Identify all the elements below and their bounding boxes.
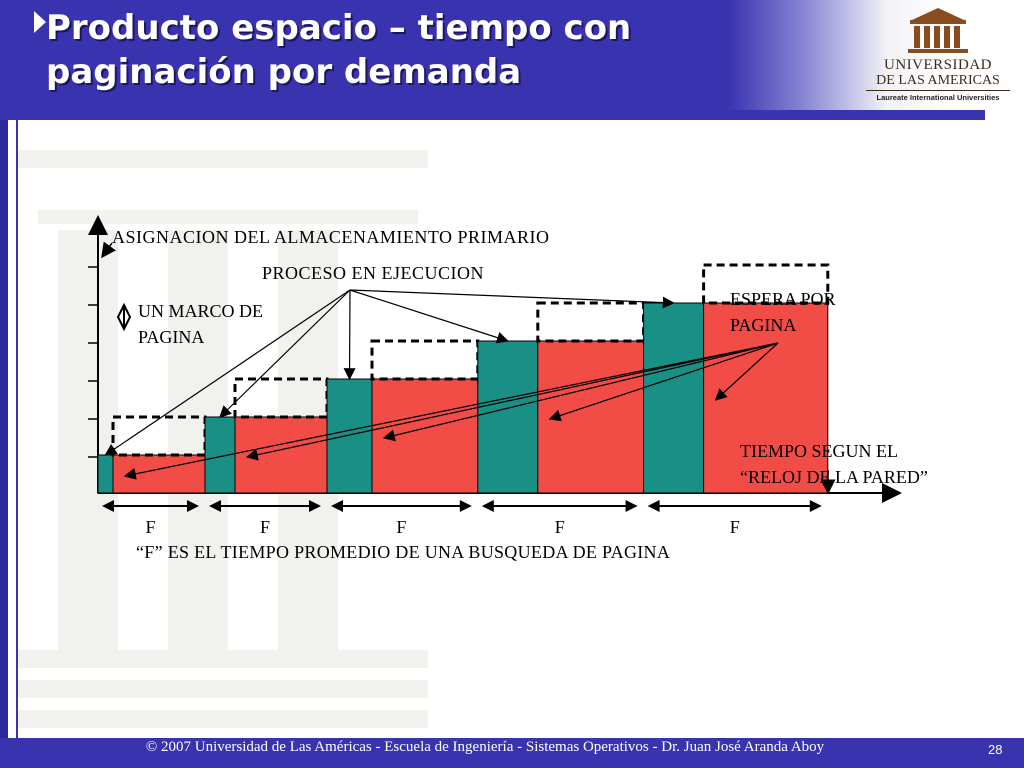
title-underline <box>0 110 985 120</box>
wait-label-line-1: ESPERA POR <box>730 289 836 309</box>
wait-pointers <box>123 342 779 480</box>
wait-pointer-line <box>548 342 779 422</box>
f-right-arrow-icon <box>459 500 472 512</box>
f-label: F <box>260 517 270 537</box>
run-bar <box>643 302 705 494</box>
logo-line-2: DE LAS AMERICAS <box>876 73 1000 88</box>
f-label: F <box>730 517 740 537</box>
title-bar <box>0 0 985 110</box>
title-bullet-icon <box>34 11 46 33</box>
time-label-line-1: TIEMPO SEGUN EL <box>740 441 898 461</box>
footer-text: © 2007 Universidad de Las Américas - Esc… <box>145 739 825 755</box>
f-right-arrow-icon <box>309 500 321 512</box>
f-label: F <box>146 517 156 537</box>
slide-title: Producto espacio – tiempo con paginación… <box>46 8 632 92</box>
process-pointer-line <box>104 289 351 456</box>
process-label: PROCESO EN EJECUCION <box>262 263 484 283</box>
requested-frame-outline <box>233 377 329 419</box>
wait-bar <box>234 416 328 494</box>
wait-pointer-line <box>245 342 779 461</box>
diagram-caption: “F” ES EL TIEMPO PROMEDIO DE UNA BUSQUED… <box>136 542 670 562</box>
run-bar <box>326 378 373 494</box>
f-left-arrow-icon <box>647 500 660 512</box>
wait-pointer-line <box>123 342 779 480</box>
y-axis-label: ASIGNACION DEL ALMACENAMIENTO PRIMARIO <box>112 227 550 247</box>
requested-frame-outline <box>370 339 480 381</box>
space-time-diagram: ASIGNACION DEL ALMACENAMIENTO PRIMARIO P… <box>88 215 928 562</box>
process-pointer-line <box>343 289 356 381</box>
f-right-arrow-icon <box>187 500 199 512</box>
wait-bar <box>537 340 645 494</box>
f-left-arrow-icon <box>209 500 221 512</box>
wait-pointer-line <box>382 342 779 442</box>
page-number: 28 <box>988 742 1003 757</box>
f-left-arrow-icon <box>102 500 114 512</box>
left-accent-bar <box>0 0 8 738</box>
process-pointer-line <box>219 289 351 418</box>
building-icon <box>908 8 968 53</box>
logo-line-3: Laureate International Universities <box>876 93 1000 102</box>
f-right-arrow-icon <box>809 500 822 512</box>
university-logo: UNIVERSIDAD DE LAS AMERICAS Laureate Int… <box>862 6 1014 106</box>
faded-building-background <box>18 150 428 728</box>
footer-bar <box>0 738 1024 768</box>
requested-frame-outline <box>111 415 207 457</box>
f-left-arrow-icon <box>481 500 494 512</box>
wait-bar <box>112 454 206 494</box>
logo-divider <box>866 90 1010 91</box>
process-pointers <box>104 289 675 456</box>
f-left-arrow-icon <box>331 500 343 512</box>
f-label: F <box>396 517 406 537</box>
f-right-arrow-icon <box>625 500 638 512</box>
left-accent-line <box>16 110 18 738</box>
wait-pointer-line <box>714 342 779 401</box>
bars <box>97 263 830 494</box>
y-axis-label-pointer <box>101 241 116 259</box>
wait-label-line-2: PAGINA <box>730 315 796 335</box>
logo-line-1: UNIVERSIDAD <box>884 57 992 73</box>
f-label: F <box>555 517 565 537</box>
frame-label-line-1: UN MARCO DE <box>138 301 263 321</box>
frame-label-line-2: PAGINA <box>138 327 204 347</box>
process-pointer-line <box>349 289 675 309</box>
time-label-line-2: “RELOJ DE LA PARED” <box>740 467 928 487</box>
run-bar <box>477 340 539 494</box>
run-bar <box>97 454 114 494</box>
requested-frame-outline <box>702 263 830 305</box>
process-pointer-line <box>349 289 509 344</box>
y-axis-ticks <box>88 266 98 458</box>
wait-bar <box>371 378 479 494</box>
requested-frame-outline <box>536 301 646 343</box>
